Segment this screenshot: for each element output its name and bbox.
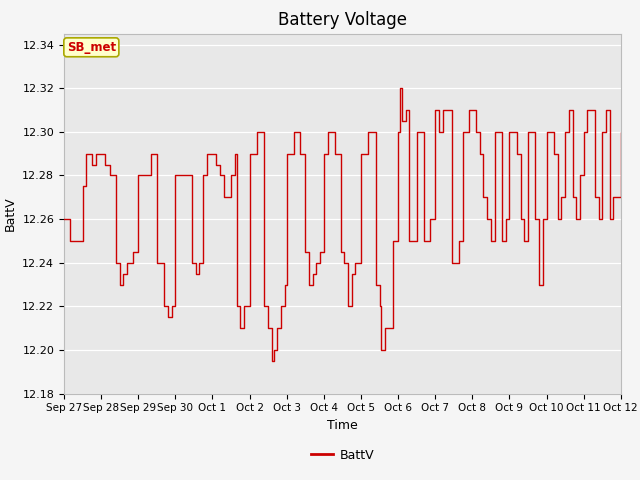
Y-axis label: BattV: BattV bbox=[4, 196, 17, 231]
Legend: BattV: BattV bbox=[306, 444, 379, 467]
Title: Battery Voltage: Battery Voltage bbox=[278, 11, 407, 29]
Text: SB_met: SB_met bbox=[67, 41, 116, 54]
X-axis label: Time: Time bbox=[327, 419, 358, 432]
